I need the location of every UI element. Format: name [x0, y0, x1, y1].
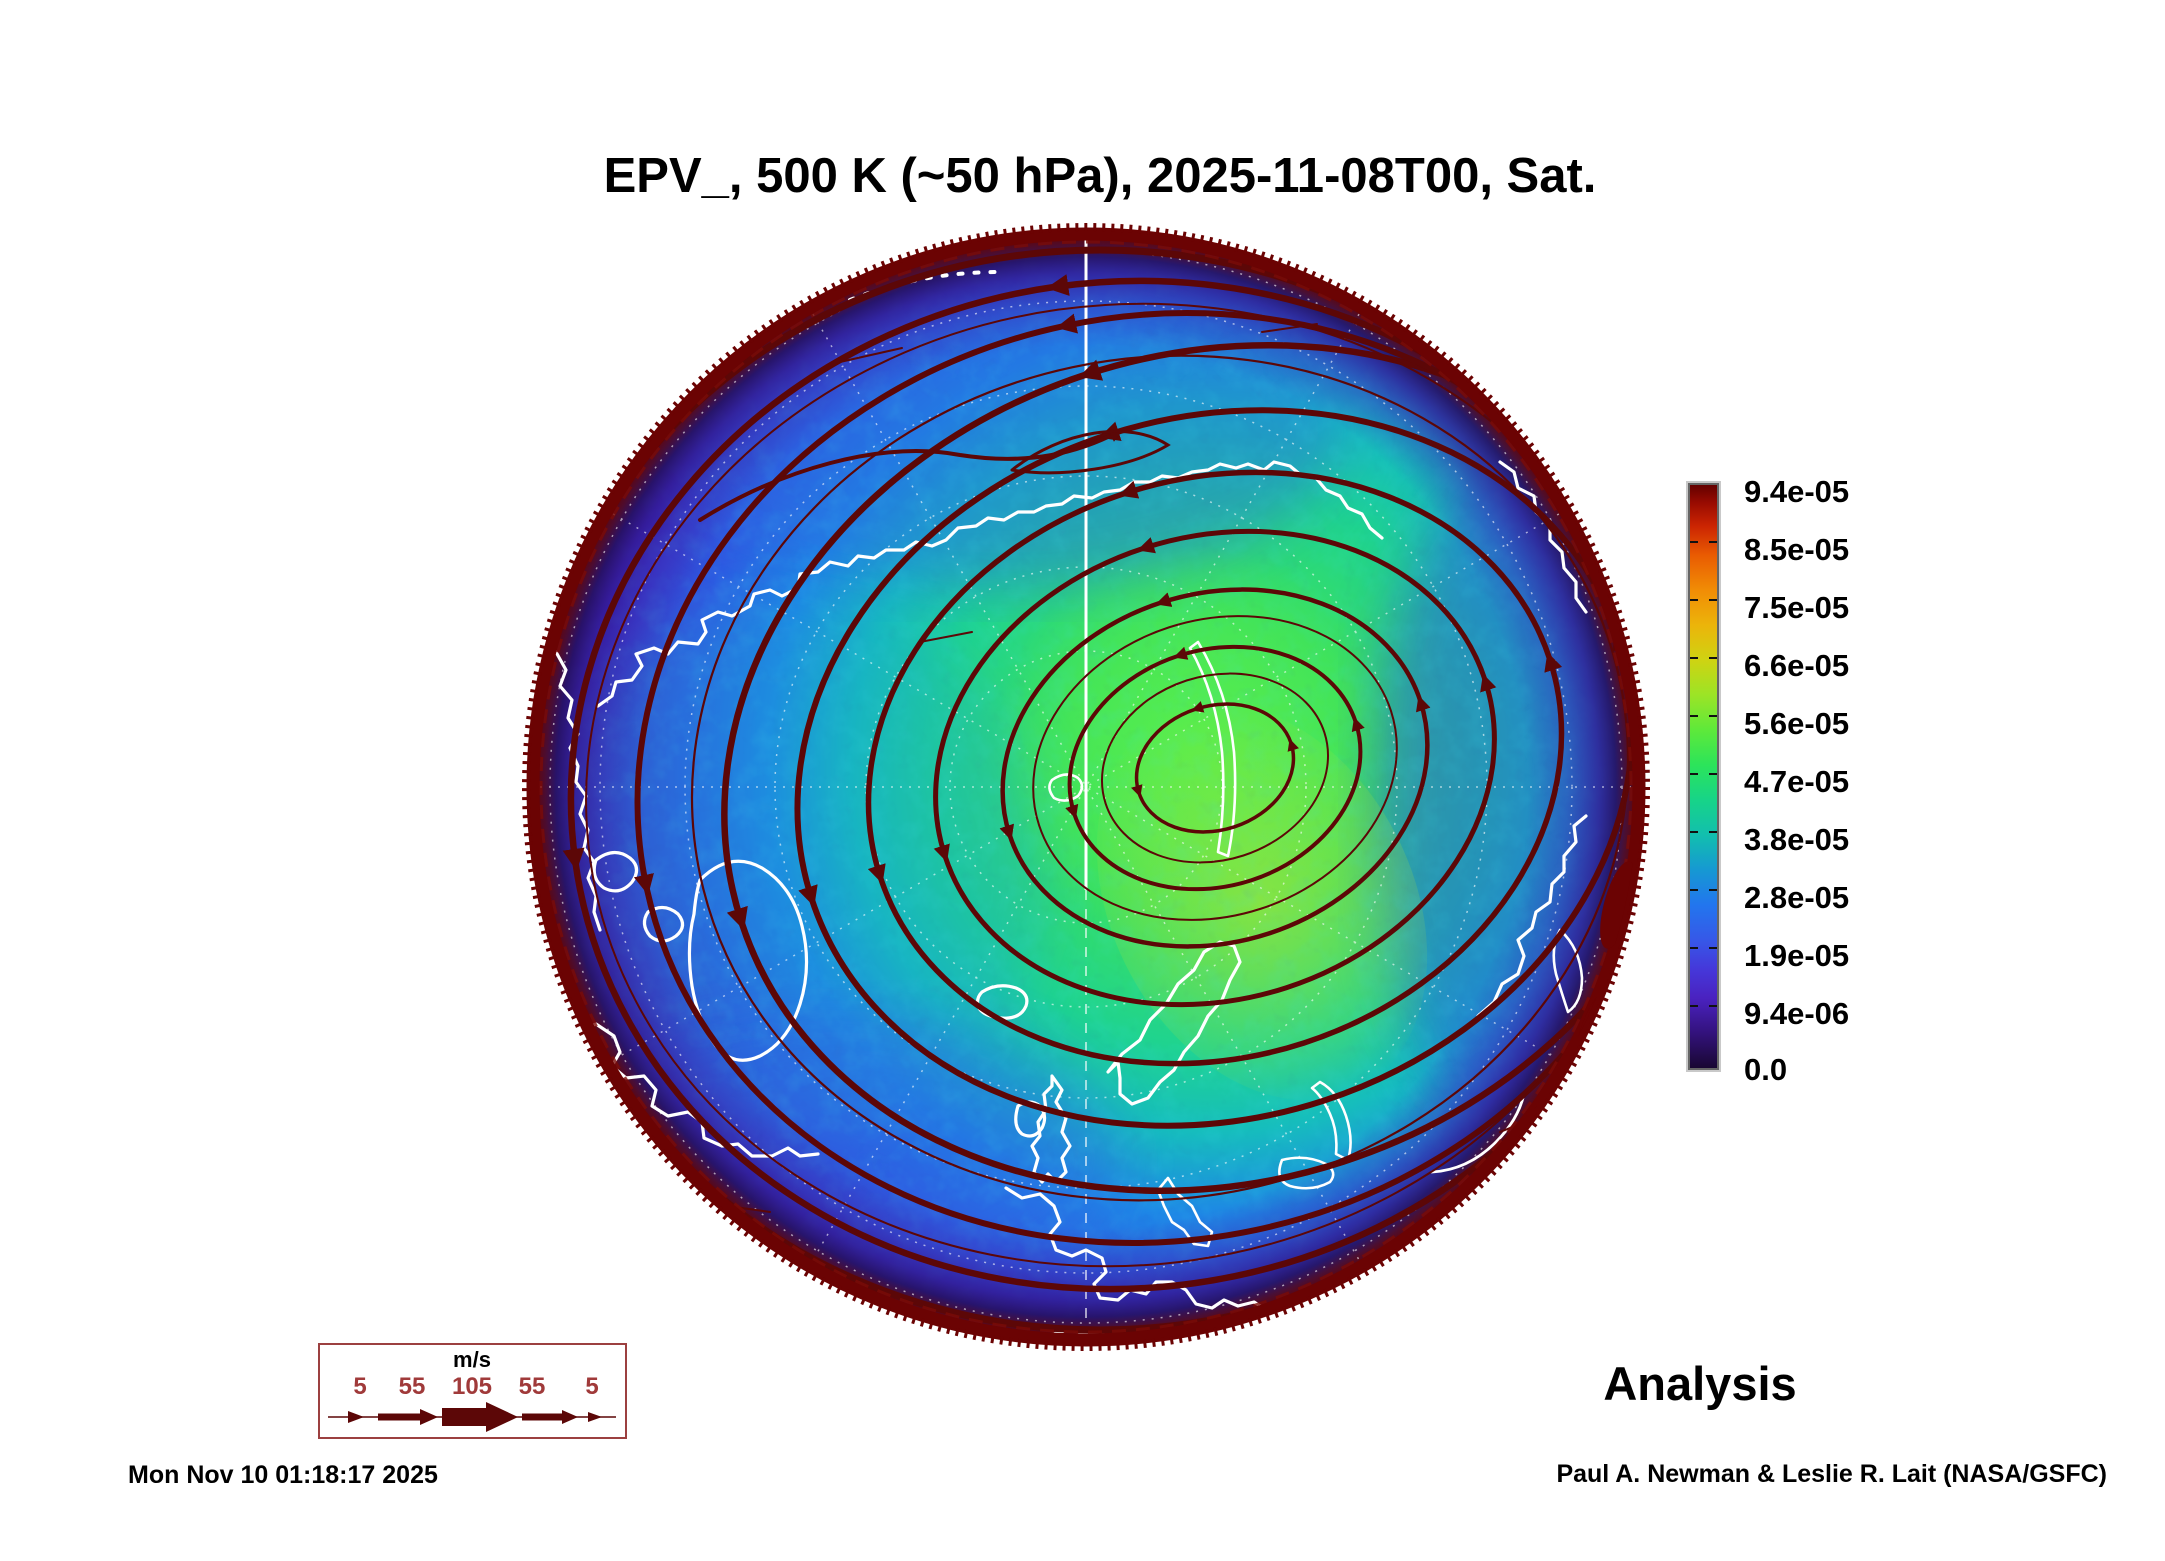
wind-speed-arrow-icon	[328, 1402, 616, 1432]
wind-speed-value: 55	[518, 1373, 546, 1400]
coastline-kamchatka	[1552, 928, 1584, 1014]
wind-speed-legend: m/s 5 55 105 55 5	[318, 1343, 627, 1439]
credit: Paul A. Newman & Leslie R. Lait (NASA/GS…	[1556, 1460, 2107, 1488]
streamline	[839, 347, 903, 363]
colorbar-gradient	[1688, 483, 1719, 1070]
wind-speed-value: 55	[398, 1373, 426, 1400]
page-title: EPV_, 500 K (~50 hPa), 2025-11-08T00, Sa…	[603, 149, 1597, 203]
colorbar-label: 4.7e-05	[1744, 764, 1850, 799]
coastline-italy	[1156, 1176, 1214, 1248]
wind-speed-value: 5	[585, 1373, 599, 1400]
coastline-scandinavia	[1106, 940, 1242, 1106]
colorbar: 9.4e-05 8.5e-05 7.5e-05 6.6e-05 5.6e-05 …	[1688, 474, 2108, 1087]
timestamp: Mon Nov 10 01:18:17 2025	[128, 1461, 438, 1489]
streamline	[562, 274, 1638, 1293]
streamline	[698, 429, 1123, 522]
colorbar-label: 3.8e-05	[1744, 822, 1850, 857]
wind-units-label: m/s	[453, 1347, 491, 1372]
colorbar-label: 9.4e-05	[1744, 474, 1850, 509]
streamline	[1261, 323, 1318, 333]
colorbar-label: 5.6e-05	[1744, 706, 1850, 741]
colorbar-label: 9.4e-06	[1744, 996, 1850, 1031]
colorbar-label: 6.6e-05	[1744, 648, 1850, 683]
colorbar-label: 1.9e-05	[1744, 938, 1850, 973]
colorbar-label: 0.0	[1744, 1052, 1788, 1087]
analysis-label: Analysis	[1603, 1357, 1797, 1410]
wind-speed-value: 105	[451, 1373, 493, 1400]
wind-speed-value: 5	[353, 1373, 367, 1400]
coastline-japan	[1430, 1092, 1526, 1174]
coastline-hudson-bay	[558, 1018, 820, 1158]
coastline-black-sea	[1278, 1156, 1335, 1190]
colorbar-label: 7.5e-05	[1744, 590, 1850, 625]
streamline	[919, 631, 973, 643]
colorbar-label: 8.5e-05	[1744, 532, 1850, 567]
streamline	[1010, 429, 1171, 475]
coastline-arctic-island	[642, 905, 685, 943]
colorbar-label: 2.8e-05	[1744, 880, 1850, 915]
